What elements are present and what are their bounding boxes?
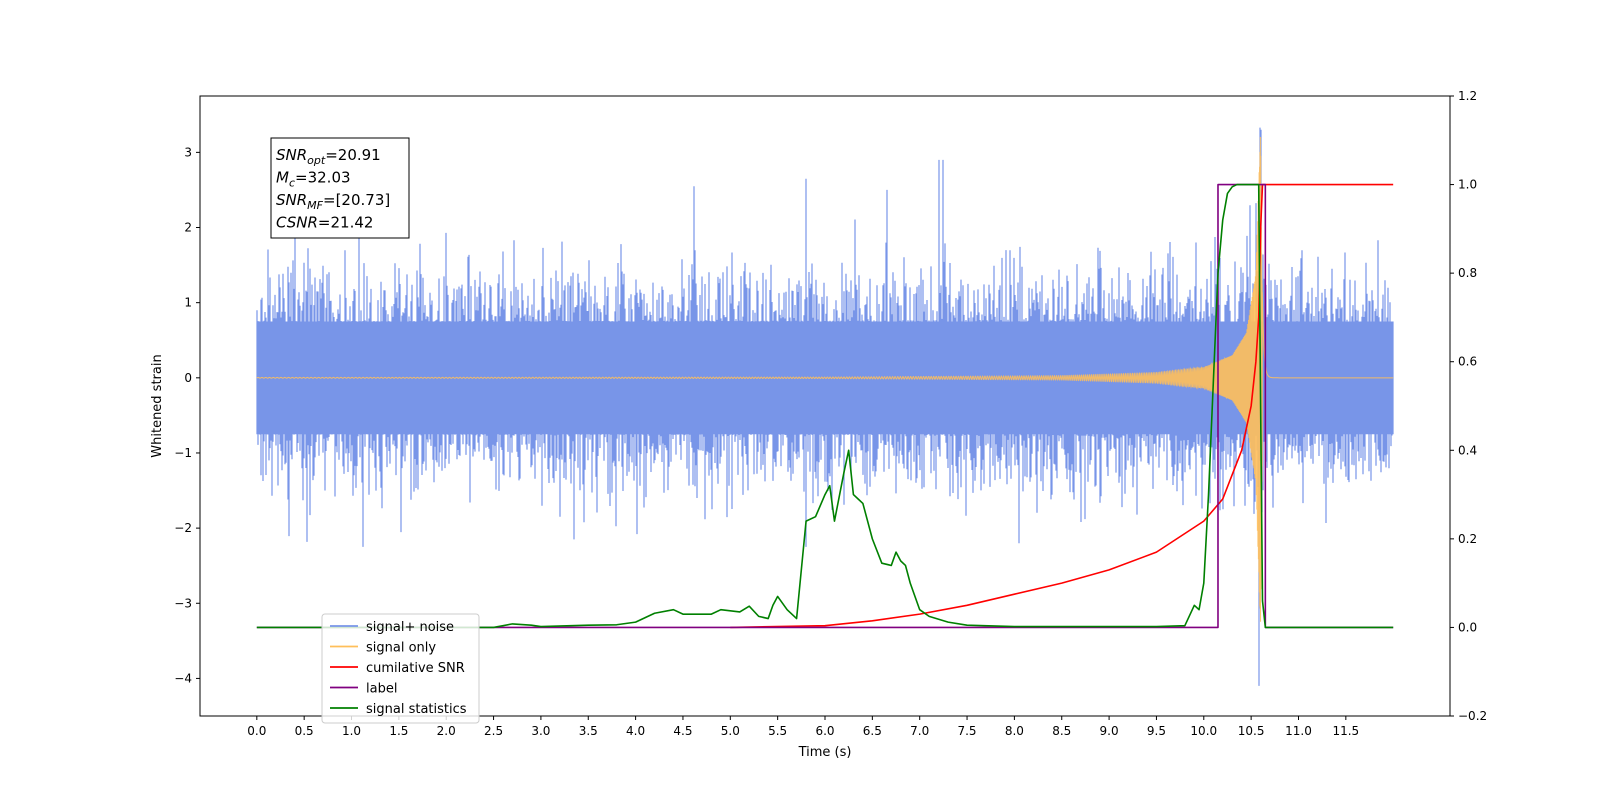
signal-only-line — [256, 136, 1394, 622]
right-axis-series — [256, 183, 1394, 629]
x-tick-label: 1.5 — [389, 724, 408, 738]
x-tick-label: 6.5 — [863, 724, 882, 738]
x-tick-label: 8.0 — [1005, 724, 1024, 738]
y-tick-label: −3 — [174, 596, 192, 610]
annotation-line: CSNR=21.42 — [276, 214, 373, 232]
y2-tick-label: 0.6 — [1458, 355, 1477, 369]
y2-tick-label: 0.4 — [1458, 443, 1477, 457]
y2-tick-label: 0.8 — [1458, 266, 1477, 280]
x-tick-label: 2.5 — [484, 724, 503, 738]
y-tick-label: −2 — [174, 521, 192, 535]
x-tick-label: 8.5 — [1052, 724, 1071, 738]
series-signal-only — [256, 136, 1394, 622]
x-tick-label: 2.0 — [437, 724, 456, 738]
y-tick-label: 3 — [184, 145, 192, 159]
annotation-frame — [270, 137, 410, 239]
x-tick-label: 4.5 — [673, 724, 692, 738]
annotation-line: SNRMF=[20.73] — [276, 191, 390, 212]
x-tick-label: 0.0 — [247, 724, 266, 738]
y-tick-label: −1 — [174, 446, 192, 460]
y2-tick-label: 1.0 — [1458, 178, 1477, 192]
x-tick-label: 3.5 — [579, 724, 598, 738]
x-axis-label: Time (s) — [798, 745, 852, 760]
y-tick-label: 0 — [184, 371, 192, 385]
legend-label: signal statistics — [366, 702, 467, 717]
y-axis-left: 3 2 1 0 −1 −2 −3 −4 — [174, 145, 200, 685]
legend-label: signal only — [366, 641, 436, 656]
x-tick-label: 9.0 — [1100, 724, 1119, 738]
plot-area — [256, 127, 1394, 686]
legend: signal+ noise signal only cumilative SNR la… — [321, 613, 480, 724]
x-tick-label: 7.0 — [910, 724, 929, 738]
x-tick-label: 10.0 — [1190, 724, 1217, 738]
signal-statistics-line — [256, 183, 1394, 629]
y2-tick-label: 0.0 — [1458, 620, 1477, 634]
cumilative-snr-line — [730, 183, 1394, 629]
x-tick-label: 0.5 — [295, 724, 314, 738]
y2-tick-label: 1.2 — [1458, 89, 1477, 103]
y-tick-label: 1 — [184, 296, 192, 310]
x-tick-label: 10.5 — [1238, 724, 1265, 738]
x-tick-label: 9.5 — [1147, 724, 1166, 738]
y-axis-label: Whitened strain — [150, 354, 165, 457]
legend-frame — [321, 613, 480, 724]
x-tick-label: 1.0 — [342, 724, 361, 738]
y-tick-label: 2 — [184, 221, 192, 235]
x-axis: 0.0 0.5 1.0 1.5 2.0 2.5 3.0 3.5 4.0 4.5 5.0 5.5 6.0 6… — [247, 716, 1359, 738]
legend-label: label — [366, 682, 397, 697]
x-tick-label: 6.0 — [815, 724, 834, 738]
annotation-line: Mc=32.03 — [276, 169, 351, 190]
x-tick-label: 11.0 — [1285, 724, 1312, 738]
x-tick-label: 4.0 — [626, 724, 645, 738]
x-tick-label: 11.5 — [1332, 724, 1359, 738]
x-tick-label: 5.5 — [768, 724, 787, 738]
y2-tick-label: 0.2 — [1458, 532, 1477, 546]
annotation-line: SNRopt=20.91 — [276, 146, 381, 167]
x-tick-label: 7.5 — [957, 724, 976, 738]
y-axis-right: 1.2 1.0 0.8 0.6 0.4 0.2 0.0 −0.2 — [1450, 89, 1487, 723]
y2-tick-label: −0.2 — [1458, 709, 1487, 723]
y-tick-label: −4 — [174, 671, 192, 685]
legend-label: signal+ noise — [366, 620, 454, 635]
x-tick-label: 5.0 — [721, 724, 740, 738]
x-tick-label: 3.0 — [531, 724, 550, 738]
legend-label: cumilative SNR — [366, 661, 465, 676]
